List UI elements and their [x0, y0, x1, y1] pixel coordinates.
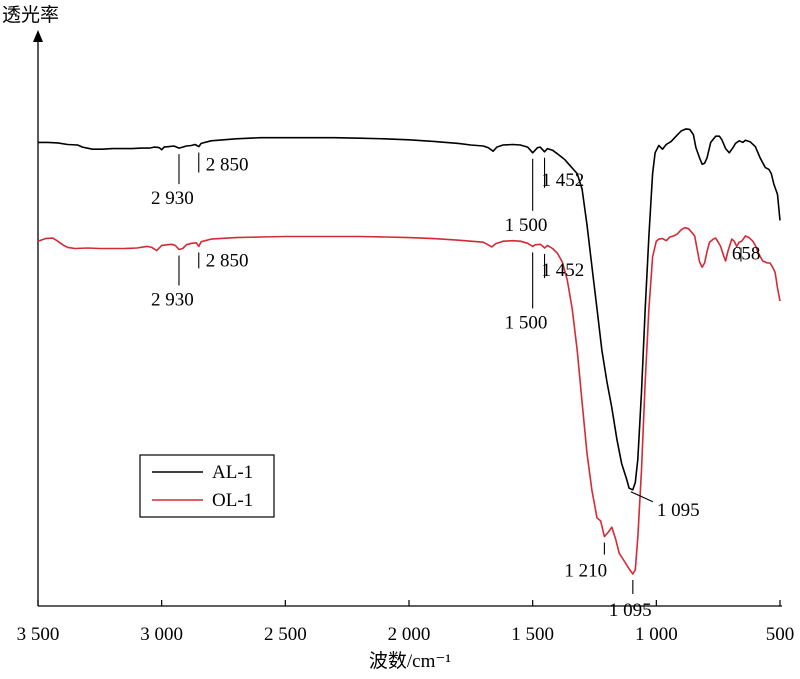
- legend-label-al-1: AL-1: [212, 462, 253, 483]
- x-tick-label-2: 2 500: [264, 624, 307, 645]
- annotation-label-9: 1 210: [564, 561, 607, 582]
- series-group: [37, 128, 781, 575]
- x-tick-label-1: 3 000: [140, 624, 183, 645]
- annotation-label-1: 2 850: [206, 155, 249, 176]
- legend: AL-1 OL-1: [139, 454, 275, 518]
- annotation-label-6: 2 850: [206, 250, 249, 271]
- annotation-label-2: 1 500: [505, 215, 548, 236]
- annotation-label-8: 1 452: [542, 260, 585, 281]
- x-tick-label-3: 2 000: [388, 624, 431, 645]
- axes: 3 500 3 000 2 500 2 000 1 500 1 000 500 透光率波数/c…: [2, 4, 794, 672]
- x-tick-label-4: 1 500: [511, 624, 554, 645]
- annotation-label-5: 2 930: [151, 290, 194, 311]
- annotation-label-0: 2 930: [151, 188, 194, 209]
- annotation-label-4: 1 095: [657, 500, 700, 521]
- annotation-label-7: 1 500: [505, 312, 548, 333]
- series-line-ol-1: [37, 226, 781, 575]
- y-axis-arrow: [33, 30, 43, 42]
- series-line-al-1: [38, 128, 781, 491]
- x-tick-label-0: 3 500: [17, 624, 60, 645]
- x-axis-title: 波数/cm⁻¹: [369, 650, 452, 672]
- annotation-label-3: 1 452: [542, 170, 585, 191]
- y-axis-title: 透光率: [2, 4, 59, 26]
- x-tick-label-6: 500: [766, 624, 795, 645]
- annotation-label-11: 658: [732, 244, 761, 265]
- annotation-label-10: 1 095: [609, 600, 652, 621]
- annotation-line-4: [630, 491, 654, 503]
- annotations: 2 930 2 850 1 500 1 452 1 095 2 930 2 850 1 500…: [151, 152, 761, 621]
- legend-box: [139, 454, 275, 518]
- x-tick-label-5: 1 000: [635, 624, 678, 645]
- legend-label-ol-1: OL-1: [212, 490, 253, 511]
